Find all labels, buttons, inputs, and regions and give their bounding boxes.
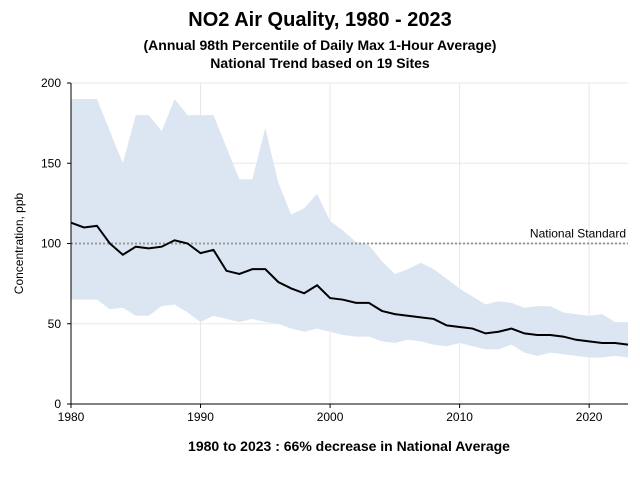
y-tick-label: 0 — [54, 397, 61, 411]
y-tick-label: 150 — [41, 156, 61, 170]
x-tick-label: 1980 — [58, 410, 85, 424]
y-axis-ticks: 0 50 100 150 200 — [41, 76, 71, 411]
national-standard-label: National Standard — [530, 227, 626, 241]
chart-title: NO2 Air Quality, 1980 - 2023 — [188, 9, 452, 31]
x-tick-label: 2010 — [446, 410, 473, 424]
chart-subtitle: (Annual 98th Percentile of Daily Max 1-H… — [143, 37, 497, 53]
percentile-range-band — [71, 99, 628, 358]
y-tick-label: 100 — [41, 237, 61, 251]
x-axis-ticks: 1980 1990 2000 2010 2020 — [58, 404, 603, 424]
y-axis-label: Concentration, ppb — [12, 192, 26, 294]
x-tick-label: 1990 — [187, 410, 214, 424]
y-tick-label: 50 — [48, 317, 62, 331]
y-tick-label: 200 — [41, 76, 61, 90]
x-tick-label: 2000 — [317, 410, 344, 424]
chart-subtitle-sites: National Trend based on 19 Sites — [210, 55, 430, 71]
x-tick-label: 2020 — [576, 410, 603, 424]
decrease-summary: 1980 to 2023 : 66% decrease in National … — [188, 438, 510, 454]
national-average-line — [70, 221, 629, 346]
